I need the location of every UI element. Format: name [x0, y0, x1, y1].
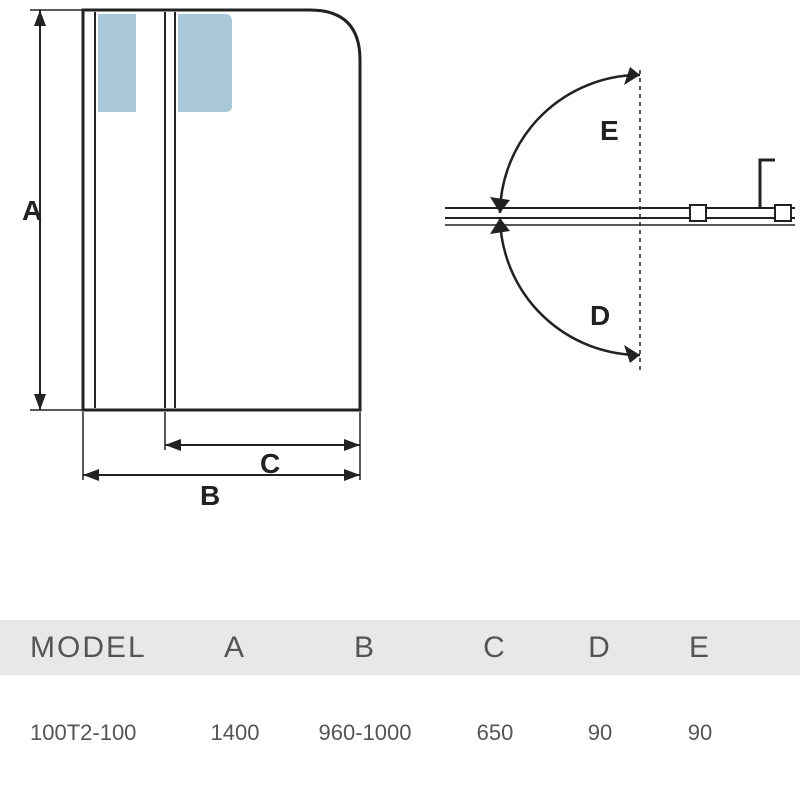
- label-d: D: [590, 300, 610, 332]
- table-header-row: MODEL A B C D E: [0, 620, 800, 675]
- col-header-model: MODEL: [0, 631, 180, 665]
- col-header-d: D: [550, 631, 650, 665]
- dimension-b: [83, 412, 360, 481]
- technical-diagram: A B C D E: [0, 0, 800, 560]
- table-row: 100T2-100 1400 960-1000 650 90 90: [0, 705, 800, 760]
- label-b: B: [200, 480, 220, 512]
- front-view: [83, 10, 360, 410]
- cell-e: 90: [650, 720, 750, 746]
- label-c: C: [260, 448, 280, 480]
- col-header-c: C: [440, 631, 550, 665]
- glass-panel-2: [178, 14, 232, 112]
- col-header-b: B: [290, 631, 440, 665]
- col-header-e: E: [650, 631, 750, 665]
- label-e: E: [600, 115, 619, 147]
- spec-table: MODEL A B C D E 100T2-100 1400 960-1000 …: [0, 620, 800, 760]
- top-view: [445, 67, 795, 370]
- cell-b: 960-1000: [290, 720, 440, 746]
- cell-a: 1400: [180, 720, 290, 746]
- cell-c: 650: [440, 720, 550, 746]
- label-a: A: [22, 195, 42, 227]
- diagram-svg: [0, 0, 800, 560]
- cell-d: 90: [550, 720, 650, 746]
- glass-panel-1: [98, 14, 136, 112]
- col-header-a: A: [180, 631, 290, 665]
- cell-model: 100T2-100: [0, 720, 180, 746]
